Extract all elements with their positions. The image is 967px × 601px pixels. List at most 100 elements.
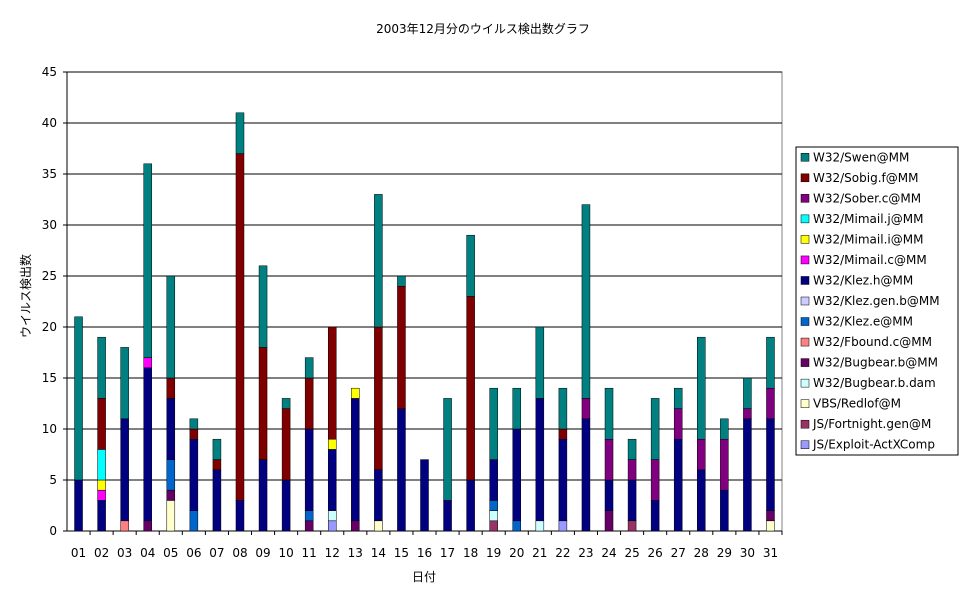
bar-segment: [97, 500, 106, 532]
x-tick-label: 03: [117, 546, 132, 560]
bar-segment: [374, 326, 383, 471]
legend-label: W32/Mimail.c@MM: [813, 253, 927, 267]
bar-segment: [489, 500, 498, 511]
bar-segment: [212, 469, 222, 532]
legend-swatch: [800, 378, 810, 388]
bar-segment: [374, 194, 383, 328]
legend-label: W32/Fbound.c@MM: [813, 335, 932, 349]
bar-segment: [97, 336, 106, 399]
bar-segment: [558, 438, 568, 522]
bar-segment: [627, 438, 637, 460]
bar-segment: [627, 459, 637, 481]
plot-frame: [66, 71, 783, 532]
legend-label: W32/Sober.c@MM: [813, 191, 921, 205]
bar-segment: [558, 520, 568, 532]
legend-swatch: [800, 173, 810, 183]
bar-segment: [443, 398, 452, 501]
bar-segment: [166, 459, 176, 491]
bar-segment: [489, 387, 498, 460]
x-tick-label: 01: [71, 546, 86, 560]
bar-segment: [489, 459, 498, 501]
x-tick-label: 08: [232, 546, 247, 560]
bar-segment: [766, 336, 775, 389]
legend-swatch: [800, 255, 810, 265]
bar-segment: [535, 326, 545, 399]
x-tick-label: 28: [694, 546, 709, 560]
legend-swatch: [800, 317, 810, 326]
bar-segment: [166, 500, 176, 532]
bar-segment: [743, 418, 752, 532]
bar-segment: [189, 418, 199, 430]
x-tick-label: 13: [348, 546, 363, 560]
legend-label: W32/Bugbear.b.dam: [813, 376, 936, 390]
legend-swatch: [800, 358, 810, 367]
y-tick-label: 0: [49, 524, 57, 538]
x-tick-label: 29: [717, 546, 732, 560]
bar-segment: [673, 387, 683, 409]
y-tick-label: 25: [42, 269, 57, 283]
bar-segment: [327, 510, 337, 522]
legend-label: W32/Bugbear.b@MM: [813, 356, 938, 370]
bar-segment: [281, 398, 291, 409]
bar-segment: [466, 234, 475, 297]
bar-segment: [673, 408, 683, 440]
bar-segment: [304, 357, 314, 379]
bar-segment: [650, 398, 660, 460]
bar-segment: [143, 357, 152, 369]
bar-segment: [489, 510, 498, 522]
bar-segment: [120, 347, 129, 420]
x-tick-label: 23: [578, 546, 593, 560]
bar-segment: [143, 520, 152, 532]
bar-segment: [351, 398, 360, 522]
y-tick-label: 10: [42, 422, 57, 436]
bar-segment: [512, 428, 522, 522]
bar-segment: [627, 520, 637, 532]
x-axis-label: 日付: [412, 570, 436, 584]
bar-segment: [327, 326, 337, 440]
bar-segment: [327, 438, 337, 450]
bar-segment: [212, 438, 222, 460]
bar-segment: [235, 500, 245, 532]
bar-segment: [212, 459, 222, 471]
bar-segment: [697, 469, 706, 532]
bar-segment: [489, 520, 498, 532]
bar-segment: [189, 510, 199, 532]
bar-segment: [581, 398, 591, 420]
legend-swatch: [800, 419, 810, 429]
bar-segment: [166, 377, 176, 399]
bar-segment: [166, 489, 176, 501]
legend-label: W32/Sobig.f@MM: [813, 171, 918, 185]
x-tick-label: 15: [394, 546, 409, 560]
bar-segment: [304, 377, 314, 430]
x-tick-label: 21: [532, 546, 547, 560]
legend-swatch: [800, 235, 810, 244]
bar-segment: [512, 520, 522, 532]
bar-segment: [143, 163, 152, 358]
bar-segment: [374, 520, 383, 532]
bar-segment: [397, 408, 406, 532]
bar-segment: [327, 520, 337, 532]
bar-segment: [397, 275, 406, 287]
bar-segment: [189, 438, 199, 511]
bar-segment: [766, 387, 775, 420]
x-tick-label: 25: [624, 546, 639, 560]
x-tick-label: 11: [302, 546, 317, 560]
bar-segment: [673, 438, 683, 532]
bar-segment: [443, 500, 452, 532]
y-axis-label: ウイルス検出数: [18, 254, 33, 338]
bar-segment: [720, 489, 729, 532]
bar-segment: [235, 153, 245, 501]
bar-segment: [97, 449, 106, 481]
bar-segment: [512, 387, 522, 430]
bar-segment: [720, 418, 729, 440]
legend-swatch: [800, 337, 810, 347]
bar-segment: [743, 377, 752, 409]
bar-segment: [327, 449, 337, 511]
legend-swatch: [800, 153, 810, 162]
x-tick-label: 22: [555, 546, 570, 560]
bar-segment: [766, 520, 775, 532]
x-tick-label: 02: [94, 546, 109, 560]
x-tick-label: 14: [371, 546, 386, 560]
bar-segment: [604, 479, 614, 511]
